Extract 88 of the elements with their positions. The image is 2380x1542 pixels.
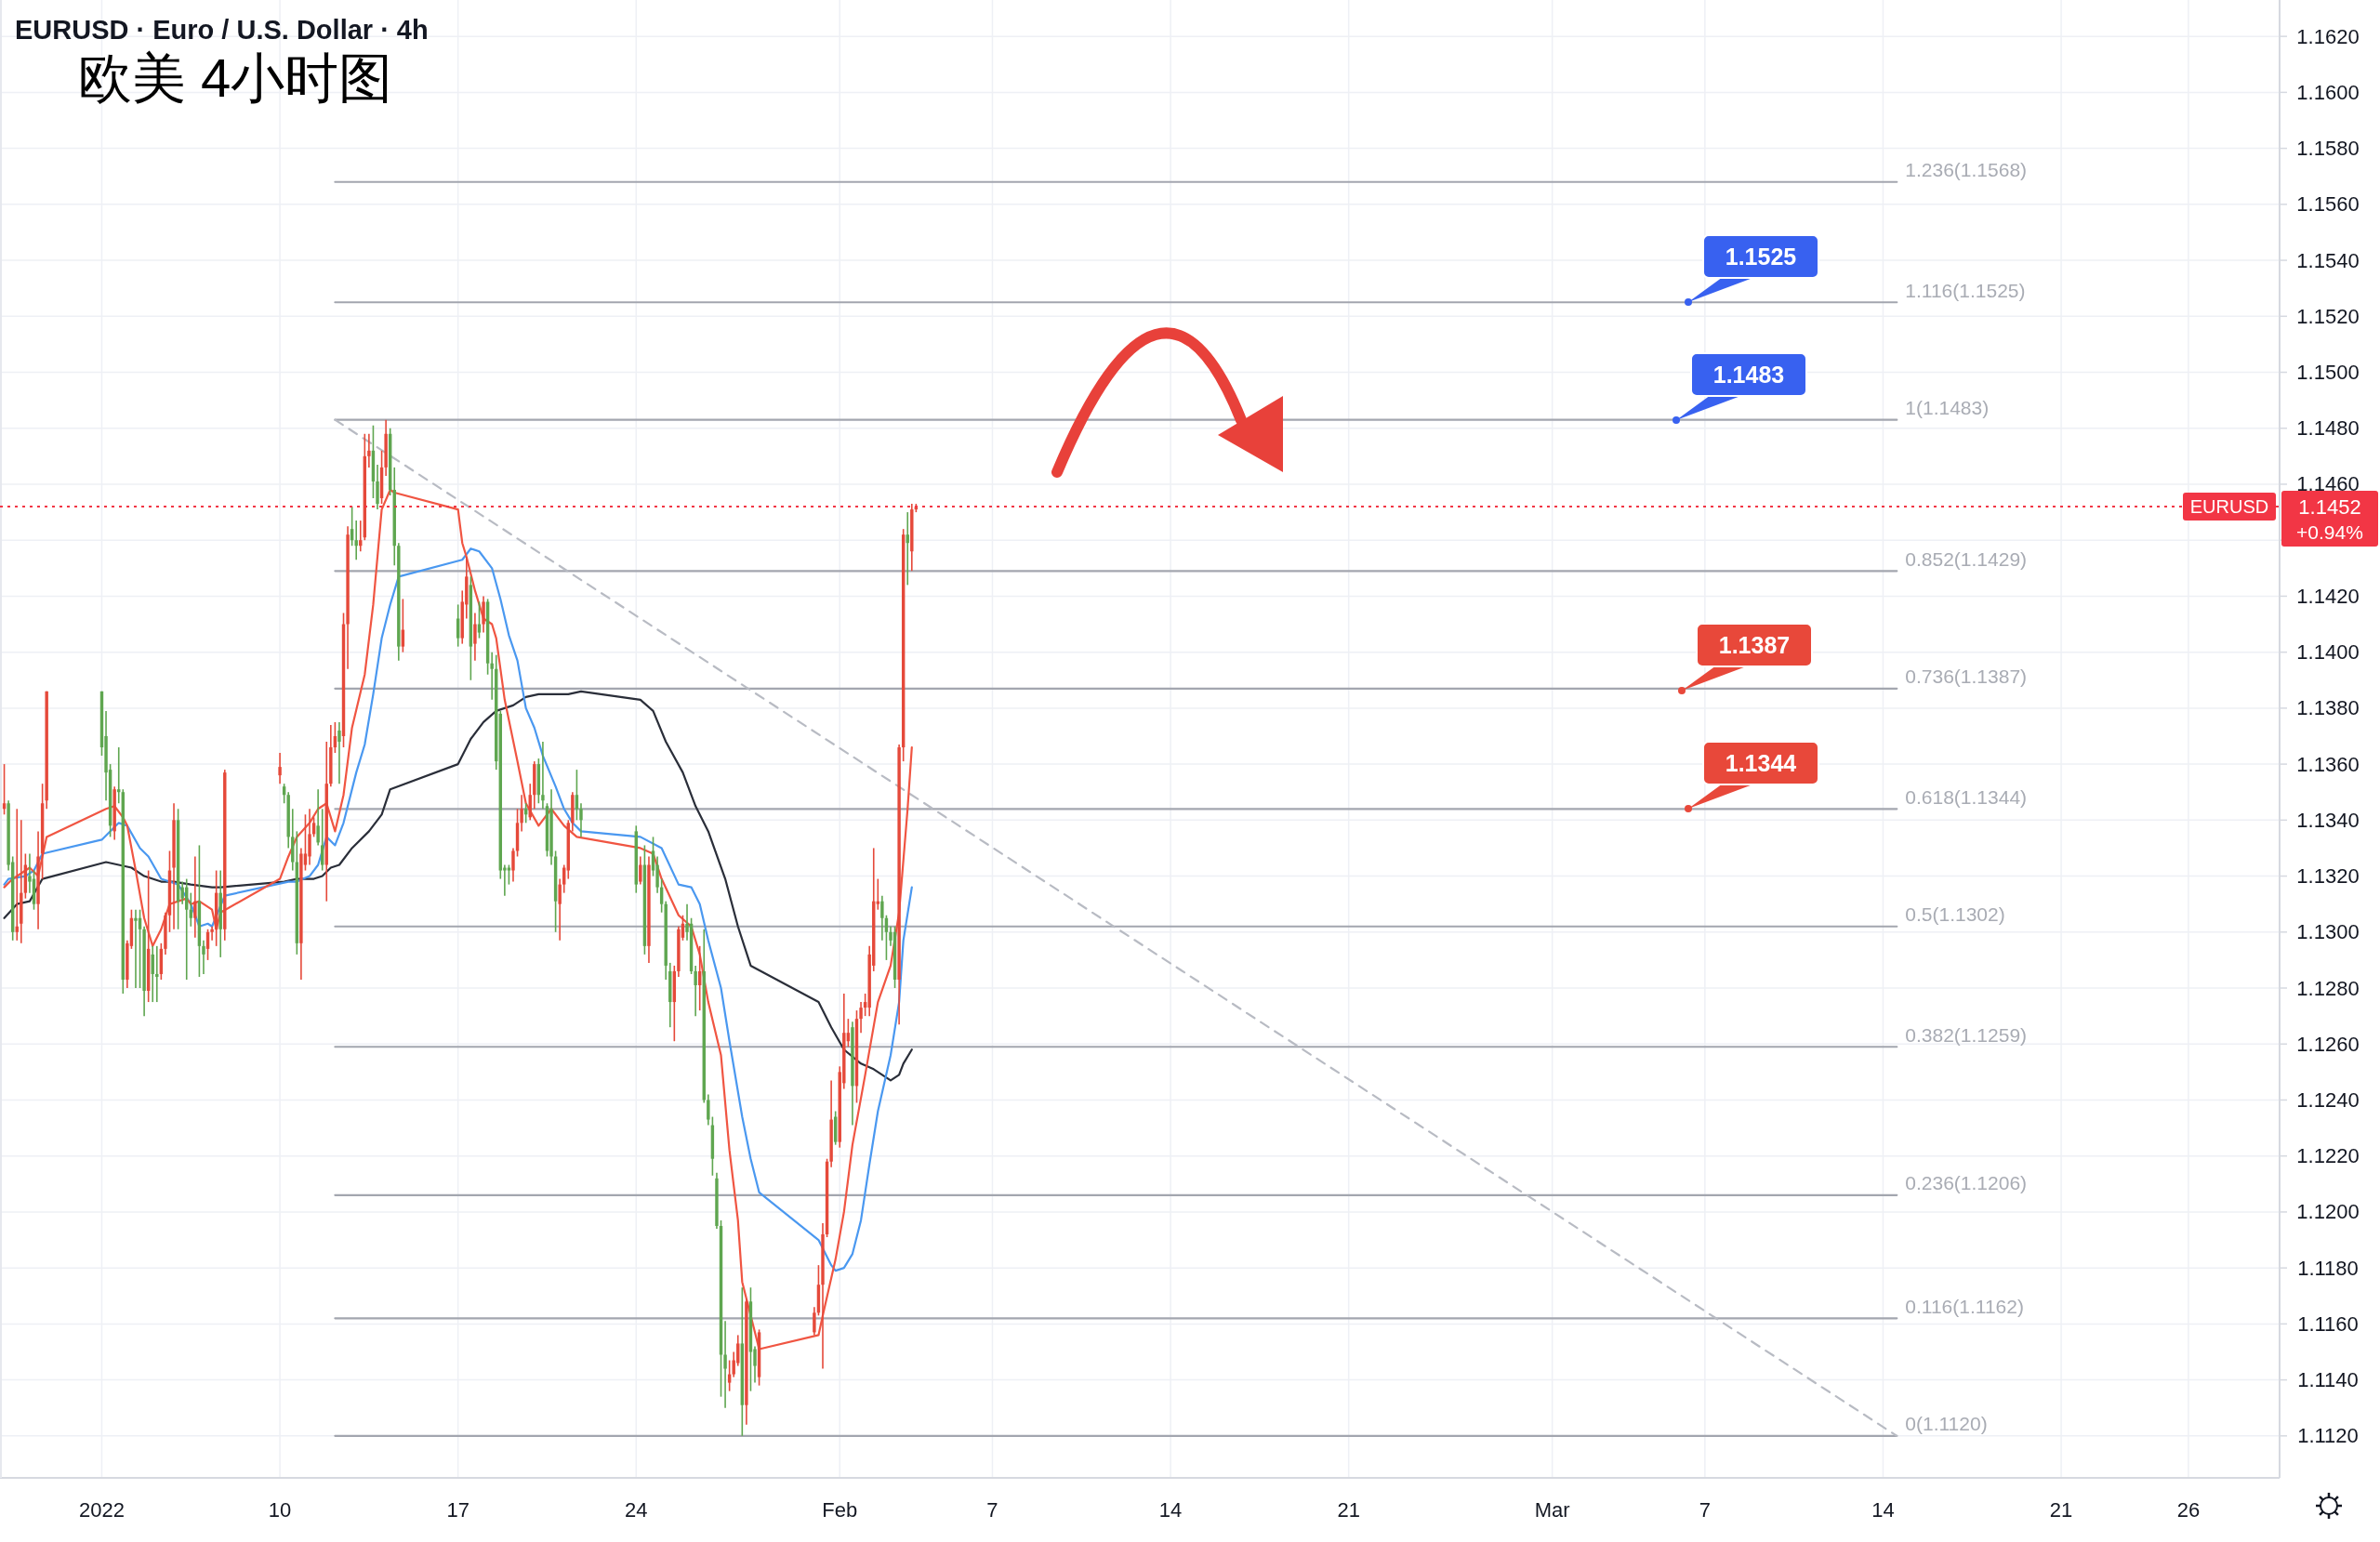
y-tick-label: 1.1620 bbox=[2296, 24, 2360, 48]
candlestick bbox=[354, 520, 358, 561]
annotation: 0.236(1.1206) bbox=[1905, 1172, 2028, 1194]
annotation: 1.116(1.1525) bbox=[1905, 279, 2026, 301]
y-tick-label: 1.1320 bbox=[2296, 864, 2360, 889]
candlestick bbox=[155, 945, 159, 1003]
candlestick bbox=[876, 877, 880, 911]
x-tick-label: 26 bbox=[2176, 1497, 2201, 1522]
text: +0.94% bbox=[2296, 521, 2363, 543]
annotation: 0.116(1.1162) bbox=[1905, 1295, 2024, 1317]
y-tick-label: 1.1460 bbox=[2296, 472, 2360, 496]
y-tick-label: 1.1480 bbox=[2296, 416, 2360, 441]
y-tick-label: 1.1400 bbox=[2296, 640, 2360, 665]
y-tick-label: 1.1580 bbox=[2296, 137, 2360, 161]
y-tick-label: 1.1200 bbox=[2296, 1200, 2360, 1224]
candlestick bbox=[367, 432, 371, 468]
y-tick-label: 1.1540 bbox=[2296, 248, 2360, 272]
candlestick bbox=[473, 612, 477, 662]
candlestick bbox=[639, 855, 642, 886]
candlestick bbox=[723, 1320, 727, 1409]
y-tick-label: 1.1340 bbox=[2296, 808, 2360, 832]
x-tick-label: 10 bbox=[268, 1497, 292, 1522]
annotation: 0.382(1.1259) bbox=[1905, 1023, 2028, 1046]
candlestick bbox=[520, 794, 523, 833]
x-tick-label: 21 bbox=[2049, 1497, 2073, 1522]
y-tick-label: 1.1360 bbox=[2296, 752, 2360, 776]
candlestick bbox=[507, 863, 511, 886]
annotation: 1.1344 bbox=[1725, 750, 1797, 776]
x-tick-label: 7 bbox=[1699, 1497, 1711, 1522]
annotation: 1.1387 bbox=[1718, 632, 1791, 658]
text: EURUSD · Euro / U.S. Dollar · 4h bbox=[15, 15, 429, 45]
y-tick-label: 1.1280 bbox=[2296, 976, 2360, 1000]
x-tick-label: Feb bbox=[822, 1497, 858, 1522]
y-tick-label: 1.1180 bbox=[2297, 1256, 2359, 1280]
y-tick-label: 1.1520 bbox=[2296, 304, 2360, 328]
annotation: 1.1483 bbox=[1712, 362, 1785, 388]
candlestick bbox=[337, 721, 341, 784]
x-tick-label: 2022 bbox=[79, 1497, 125, 1522]
y-tick-label: 1.1260 bbox=[2296, 1032, 2360, 1056]
annotation: 1.1525 bbox=[1725, 244, 1797, 270]
line-series bbox=[3, 690, 913, 1082]
candlestick bbox=[193, 855, 197, 939]
annotation: 0.852(1.1429) bbox=[1905, 547, 2028, 570]
ref-line-label: EURUSD bbox=[2189, 496, 2269, 518]
annotation: 0.736(1.1387) bbox=[1905, 666, 2028, 688]
candlestick bbox=[859, 1001, 863, 1034]
line-series bbox=[3, 547, 913, 1272]
y-tick-label: 1.1560 bbox=[2296, 192, 2360, 217]
annotation: 1.236(1.1568) bbox=[1905, 159, 2028, 181]
y-tick-label: 1.1220 bbox=[2296, 1144, 2360, 1168]
annotation: 0.618(1.1344) bbox=[1905, 785, 2028, 808]
annotation: 0(1.1120) bbox=[1905, 1413, 1988, 1435]
candlestick bbox=[316, 788, 320, 847]
y-tick-label: 1.1160 bbox=[2297, 1311, 2359, 1336]
candlestick bbox=[880, 894, 884, 942]
candlestick bbox=[707, 1093, 710, 1127]
y-tick-label: 1.1600 bbox=[2296, 80, 2360, 104]
y-tick-label: 1.1240 bbox=[2296, 1087, 2360, 1112]
x-tick-label: 14 bbox=[1871, 1497, 1895, 1522]
y-tick-label: 1.1300 bbox=[2296, 920, 2360, 944]
candlestick bbox=[117, 746, 121, 805]
x-tick-label: 17 bbox=[446, 1497, 469, 1522]
x-tick-label: Mar bbox=[1534, 1497, 1570, 1522]
annotation: 1(1.1483) bbox=[1905, 397, 1990, 419]
candlestick bbox=[579, 802, 583, 838]
candlestick bbox=[694, 965, 697, 1017]
y-tick-label: 1.1380 bbox=[2296, 696, 2360, 720]
x-tick-label: 24 bbox=[625, 1497, 648, 1522]
y-tick-label: 1.1500 bbox=[2296, 361, 2360, 385]
x-tick-label: 7 bbox=[986, 1497, 998, 1522]
y-tick-label: 1.1420 bbox=[2296, 584, 2360, 608]
text: 欧美 4小时图 bbox=[78, 46, 393, 108]
candlestick bbox=[202, 940, 205, 975]
y-tick-label: 1.1120 bbox=[2297, 1424, 2359, 1448]
candlestick bbox=[490, 651, 494, 701]
x-tick-label: 14 bbox=[1158, 1497, 1183, 1522]
annotation: 0.5(1.1302) bbox=[1905, 903, 2005, 926]
candlestick bbox=[278, 752, 282, 784]
y-tick-label: 1.1140 bbox=[2297, 1368, 2359, 1392]
candlestick bbox=[558, 877, 562, 942]
x-tick-label: 21 bbox=[1337, 1497, 1360, 1522]
text: 1.1452 bbox=[2298, 494, 2361, 519]
candlestick bbox=[511, 847, 515, 883]
candlestick bbox=[210, 925, 214, 942]
candlestick bbox=[320, 808, 324, 872]
candlestick bbox=[541, 741, 545, 811]
candlestick bbox=[134, 908, 138, 989]
candlestick bbox=[813, 1306, 816, 1337]
